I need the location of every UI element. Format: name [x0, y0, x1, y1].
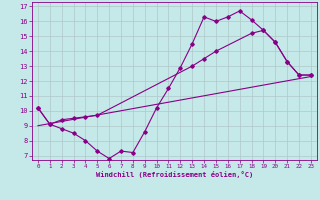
- X-axis label: Windchill (Refroidissement éolien,°C): Windchill (Refroidissement éolien,°C): [96, 171, 253, 178]
